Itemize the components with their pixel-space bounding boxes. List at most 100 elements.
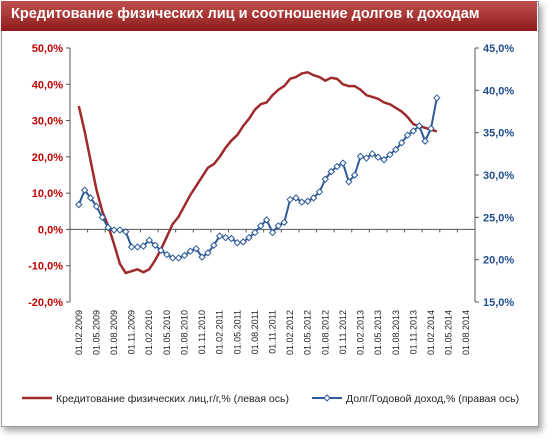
x-tick-label: 01.02.2014 <box>426 310 436 355</box>
x-tick-label: 01.11.2011 <box>268 310 278 354</box>
series-point <box>251 228 259 237</box>
chart-legend: Кредитование физических лиц,г/г,% (левая… <box>22 393 519 405</box>
series-point <box>374 153 382 161</box>
series-point <box>204 249 212 257</box>
series-point <box>180 251 189 260</box>
left-tick-label: 50,0% <box>32 43 63 55</box>
series-point <box>397 139 406 147</box>
series-point <box>392 145 400 154</box>
left-tick-label: 30,0% <box>32 116 63 128</box>
series-point <box>315 188 324 196</box>
series-point <box>339 159 347 167</box>
series-point <box>345 178 353 186</box>
series-point <box>239 238 247 246</box>
series-point <box>286 195 294 204</box>
legend-label-2: Долг/Годовой доход,% (правая ось) <box>346 393 519 405</box>
series-point <box>133 243 142 251</box>
x-tick-label: 01.11.2010 <box>197 310 207 354</box>
series-point <box>321 175 330 183</box>
right-tick-label: 20,0% <box>483 255 514 267</box>
right-tick-label: 45,0% <box>483 43 514 55</box>
series-point <box>186 247 195 255</box>
series-line-1 <box>77 71 438 275</box>
series-point <box>215 232 224 240</box>
series-point <box>257 222 265 230</box>
series-point <box>75 200 83 209</box>
series-point <box>350 171 359 179</box>
series-point <box>327 167 335 176</box>
x-tick-label: 01.02.2012 <box>285 310 295 355</box>
x-tick-label: 01.11.2012 <box>338 310 348 354</box>
series-point <box>245 233 253 242</box>
right-tick-label: 15,0% <box>483 297 514 309</box>
x-tick-label: 01.05.2012 <box>303 310 313 355</box>
series-point <box>192 244 200 253</box>
x-tick-label: 01.02.2013 <box>356 310 366 355</box>
left-tick-label: 0,0% <box>38 224 63 236</box>
x-tick-label: 01.02.2010 <box>144 310 154 355</box>
series-point <box>356 152 365 161</box>
series-point <box>210 241 218 249</box>
series-point <box>409 127 418 135</box>
series-point <box>274 222 283 230</box>
series-point <box>110 226 118 234</box>
series-point <box>427 124 435 133</box>
series-point <box>421 137 429 145</box>
series-point <box>122 228 130 236</box>
right-tick-label: 30,0% <box>483 170 514 182</box>
x-tick-label: 01.11.2013 <box>408 310 418 354</box>
series-point <box>233 239 241 247</box>
x-tick-label: 01.08.2014 <box>461 310 471 355</box>
series-point <box>174 254 183 262</box>
series-point <box>98 213 106 222</box>
series-point <box>368 150 376 158</box>
series-point <box>80 186 89 194</box>
x-tick-label: 01.08.2009 <box>109 310 119 355</box>
series-point <box>292 194 300 202</box>
x-tick-label: 01.08.2012 <box>320 310 330 355</box>
x-tick-label: 01.05.2013 <box>373 310 383 355</box>
series-point <box>163 250 171 259</box>
legend-label-1: Кредитование физических лиц,г/г,% (левая… <box>56 393 289 405</box>
left-tick-label: -20,0% <box>28 297 63 309</box>
series-point <box>268 228 277 237</box>
right-tick-label: 40,0% <box>483 85 514 97</box>
series-point <box>157 246 165 255</box>
x-tick-label: 01.11.2009 <box>127 310 137 354</box>
x-tick-label: 01.02.2011 <box>215 310 225 354</box>
series-point <box>309 194 318 202</box>
left-tick-label: 10,0% <box>32 188 63 200</box>
series-point <box>280 218 288 227</box>
series-point <box>415 122 423 130</box>
series-point <box>227 234 236 243</box>
x-tick-label: 01.05.2011 <box>232 310 242 354</box>
legend-marker-2 <box>323 394 331 402</box>
chart-lines <box>75 71 441 275</box>
series-line-2 <box>77 97 438 259</box>
left-tick-label: 20,0% <box>32 152 63 164</box>
chart-title-bar: Кредитование физических лиц и соотношени… <box>1 1 537 31</box>
chart-title: Кредитование физических лиц и соотношени… <box>11 6 480 22</box>
series-point <box>433 94 441 102</box>
series-point <box>221 233 230 242</box>
left-tick-label: -10,0% <box>28 261 63 273</box>
series-point <box>298 198 306 206</box>
series-point <box>304 197 312 205</box>
x-tick-label: 01.05.2010 <box>162 310 172 355</box>
x-tick-label: 01.08.2011 <box>250 310 260 354</box>
series-point <box>333 162 341 171</box>
chart-axes: -20,0% -10,0% 0,0% 10,0% 20,0% 30,0% 40,0% 50,0… <box>28 43 514 355</box>
x-tick-label: 01.05.2009 <box>91 310 101 355</box>
series-point <box>86 194 95 202</box>
left-tick-label: 40,0% <box>32 79 63 91</box>
series-point <box>386 150 394 159</box>
series-point <box>92 202 101 211</box>
series-point <box>380 156 388 164</box>
series-point <box>104 223 112 232</box>
right-tick-label: 35,0% <box>483 128 514 140</box>
series-point <box>145 236 153 244</box>
right-tick-label: 25,0% <box>483 212 514 224</box>
series-point <box>362 154 371 162</box>
x-tick-label: 01.08.2013 <box>391 310 401 355</box>
